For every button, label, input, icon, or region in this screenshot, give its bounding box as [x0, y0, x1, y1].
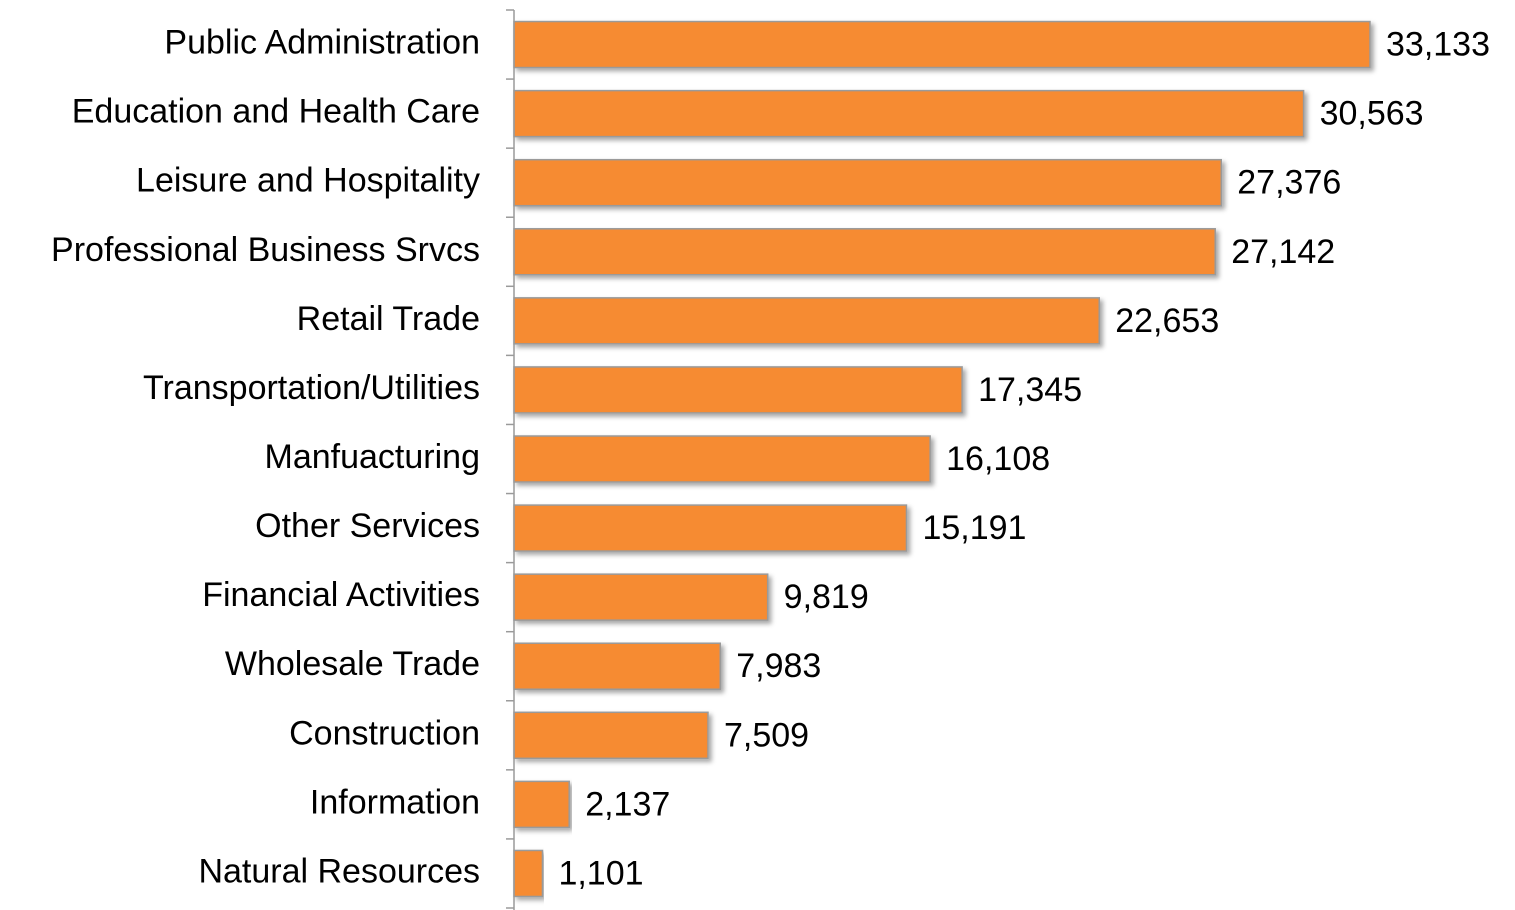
- category-label: Public Administration: [164, 24, 480, 62]
- bar: [513, 642, 721, 690]
- value-label: 1,101: [558, 854, 643, 892]
- category-label: Construction: [289, 714, 480, 752]
- bar: [513, 20, 1371, 69]
- value-label: 27,376: [1237, 164, 1341, 202]
- category-label: Professional Business Srvcs: [51, 231, 480, 269]
- bar: [513, 366, 963, 414]
- category-label: Financial Activities: [202, 576, 480, 614]
- value-label: 33,133: [1386, 26, 1490, 64]
- category-label: Leisure and Hospitality: [136, 162, 480, 200]
- bar: [513, 158, 1223, 207]
- bar: [513, 573, 769, 621]
- bar: [513, 435, 931, 483]
- category-label: Retail Trade: [297, 300, 480, 338]
- value-label: 30,563: [1320, 95, 1424, 133]
- category-label: Other Services: [255, 507, 480, 545]
- category-label: Natural Resources: [198, 852, 480, 890]
- value-label: 22,653: [1115, 302, 1219, 340]
- category-label: Wholesale Trade: [225, 645, 480, 683]
- category-label: Education and Health Care: [72, 93, 480, 131]
- bar: [513, 780, 570, 829]
- category-label: Transportation/Utilities: [143, 369, 480, 407]
- category-label: Manfuacturing: [265, 438, 480, 476]
- value-label: 7,983: [736, 647, 821, 685]
- bar: [513, 849, 544, 898]
- value-label: 16,108: [946, 440, 1050, 478]
- category-label: Information: [310, 783, 480, 821]
- bar: [513, 504, 908, 552]
- value-label: 27,142: [1231, 233, 1335, 271]
- bar: [513, 89, 1305, 138]
- bar: [513, 711, 709, 760]
- bar: [513, 228, 1216, 276]
- value-label: 7,509: [724, 716, 809, 754]
- value-label: 2,137: [585, 785, 670, 823]
- value-label: 15,191: [922, 509, 1026, 547]
- value-label: 17,345: [978, 371, 1082, 409]
- bar: [513, 297, 1100, 345]
- value-label: 9,819: [784, 578, 869, 616]
